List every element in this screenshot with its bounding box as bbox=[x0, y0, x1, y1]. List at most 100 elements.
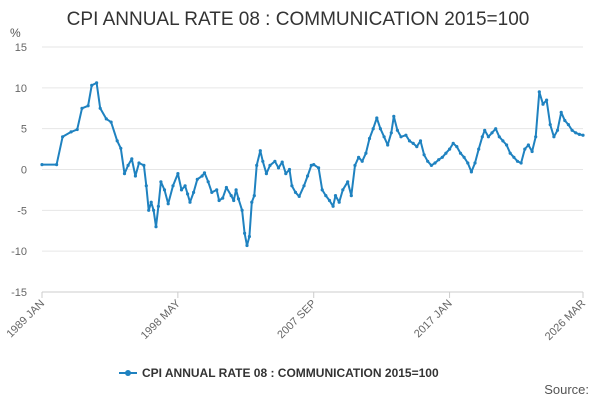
data-point[interactable] bbox=[171, 184, 175, 188]
data-point[interactable] bbox=[327, 198, 332, 203]
data-point[interactable] bbox=[466, 161, 470, 165]
data-point[interactable] bbox=[404, 133, 408, 137]
data-point[interactable] bbox=[250, 200, 254, 204]
data-point[interactable] bbox=[162, 188, 167, 192]
data-point[interactable] bbox=[183, 184, 187, 188]
data-point[interactable] bbox=[548, 123, 552, 127]
data-point[interactable] bbox=[217, 198, 221, 203]
data-point[interactable] bbox=[364, 151, 368, 155]
data-point[interactable] bbox=[221, 196, 225, 200]
data-point[interactable] bbox=[40, 163, 44, 167]
data-point[interactable] bbox=[200, 174, 204, 178]
data-point[interactable] bbox=[229, 194, 233, 198]
data-point[interactable] bbox=[75, 127, 79, 132]
data-point[interactable] bbox=[302, 184, 306, 188]
data-point[interactable] bbox=[144, 184, 148, 188]
data-point[interactable] bbox=[186, 192, 190, 196]
data-point[interactable] bbox=[497, 135, 501, 139]
data-point[interactable] bbox=[245, 243, 249, 248]
data-point[interactable] bbox=[337, 200, 341, 204]
data-point[interactable] bbox=[451, 141, 455, 145]
data-point[interactable] bbox=[130, 157, 134, 161]
data-point[interactable] bbox=[232, 198, 236, 203]
data-point[interactable] bbox=[273, 159, 277, 163]
data-point[interactable] bbox=[86, 104, 90, 108]
data-point[interactable] bbox=[473, 161, 477, 165]
data-point[interactable] bbox=[530, 149, 534, 154]
data-point[interactable] bbox=[80, 106, 84, 110]
data-point[interactable] bbox=[224, 185, 228, 190]
data-point[interactable] bbox=[236, 197, 241, 201]
data-point[interactable] bbox=[297, 194, 301, 198]
data-point[interactable] bbox=[392, 114, 396, 118]
data-point[interactable] bbox=[179, 188, 184, 192]
data-point[interactable] bbox=[149, 200, 153, 204]
data-point[interactable] bbox=[486, 135, 490, 139]
data-point[interactable] bbox=[154, 225, 158, 229]
data-point[interactable] bbox=[418, 139, 423, 143]
data-point[interactable] bbox=[541, 102, 545, 106]
data-point[interactable] bbox=[156, 204, 160, 208]
data-point[interactable] bbox=[501, 139, 505, 143]
data-point[interactable] bbox=[104, 117, 108, 121]
data-point[interactable] bbox=[526, 143, 531, 147]
data-point[interactable] bbox=[69, 130, 73, 134]
data-point[interactable] bbox=[552, 135, 556, 139]
data-point[interactable] bbox=[247, 234, 251, 239]
data-point[interactable] bbox=[152, 208, 156, 212]
data-point[interactable] bbox=[411, 141, 415, 145]
data-point[interactable] bbox=[119, 146, 123, 150]
data-point[interactable] bbox=[333, 194, 338, 198]
data-point[interactable] bbox=[458, 151, 463, 155]
data-point[interactable] bbox=[166, 202, 170, 206]
data-point[interactable] bbox=[378, 127, 382, 131]
data-point[interactable] bbox=[287, 167, 292, 172]
data-point[interactable] bbox=[243, 231, 247, 235]
data-point[interactable] bbox=[90, 83, 94, 87]
data-point[interactable] bbox=[195, 177, 199, 181]
data-point[interactable] bbox=[515, 159, 520, 163]
data-point[interactable] bbox=[494, 127, 498, 131]
data-point[interactable] bbox=[290, 184, 294, 188]
data-point[interactable] bbox=[357, 155, 361, 159]
data-point[interactable] bbox=[192, 190, 196, 194]
data-point[interactable] bbox=[255, 163, 259, 167]
data-point[interactable] bbox=[317, 166, 321, 170]
data-point[interactable] bbox=[371, 127, 375, 131]
data-point[interactable] bbox=[505, 143, 509, 147]
data-point[interactable] bbox=[570, 128, 574, 132]
data-point[interactable] bbox=[426, 159, 430, 163]
data-point[interactable] bbox=[566, 123, 571, 127]
data-point[interactable] bbox=[382, 135, 386, 139]
data-point[interactable] bbox=[264, 172, 268, 176]
data-point[interactable] bbox=[508, 151, 512, 155]
data-point[interactable] bbox=[480, 135, 484, 139]
data-point[interactable] bbox=[563, 118, 567, 123]
data-point[interactable] bbox=[293, 190, 298, 194]
data-point[interactable] bbox=[61, 135, 65, 139]
data-point[interactable] bbox=[490, 131, 494, 135]
data-point[interactable] bbox=[122, 172, 127, 176]
data-point[interactable] bbox=[429, 163, 433, 167]
data-point[interactable] bbox=[109, 120, 113, 124]
data-point[interactable] bbox=[444, 151, 448, 155]
data-point[interactable] bbox=[234, 188, 238, 192]
data-point[interactable] bbox=[206, 180, 210, 184]
data-point[interactable] bbox=[422, 153, 426, 157]
data-point[interactable] bbox=[210, 190, 214, 194]
data-point[interactable] bbox=[455, 145, 459, 149]
data-point[interactable] bbox=[147, 208, 151, 212]
data-point[interactable] bbox=[176, 172, 180, 176]
data-point[interactable] bbox=[523, 147, 527, 151]
data-point[interactable] bbox=[159, 180, 163, 184]
data-point[interactable] bbox=[519, 161, 523, 165]
data-point[interactable] bbox=[98, 106, 102, 110]
data-point[interactable] bbox=[202, 171, 207, 175]
data-point[interactable] bbox=[240, 208, 244, 212]
data-point[interactable] bbox=[399, 135, 403, 139]
data-point[interactable] bbox=[469, 170, 473, 174]
data-point[interactable] bbox=[331, 204, 335, 208]
data-point[interactable] bbox=[448, 147, 452, 151]
data-point[interactable] bbox=[137, 161, 141, 165]
data-point[interactable] bbox=[252, 194, 256, 198]
